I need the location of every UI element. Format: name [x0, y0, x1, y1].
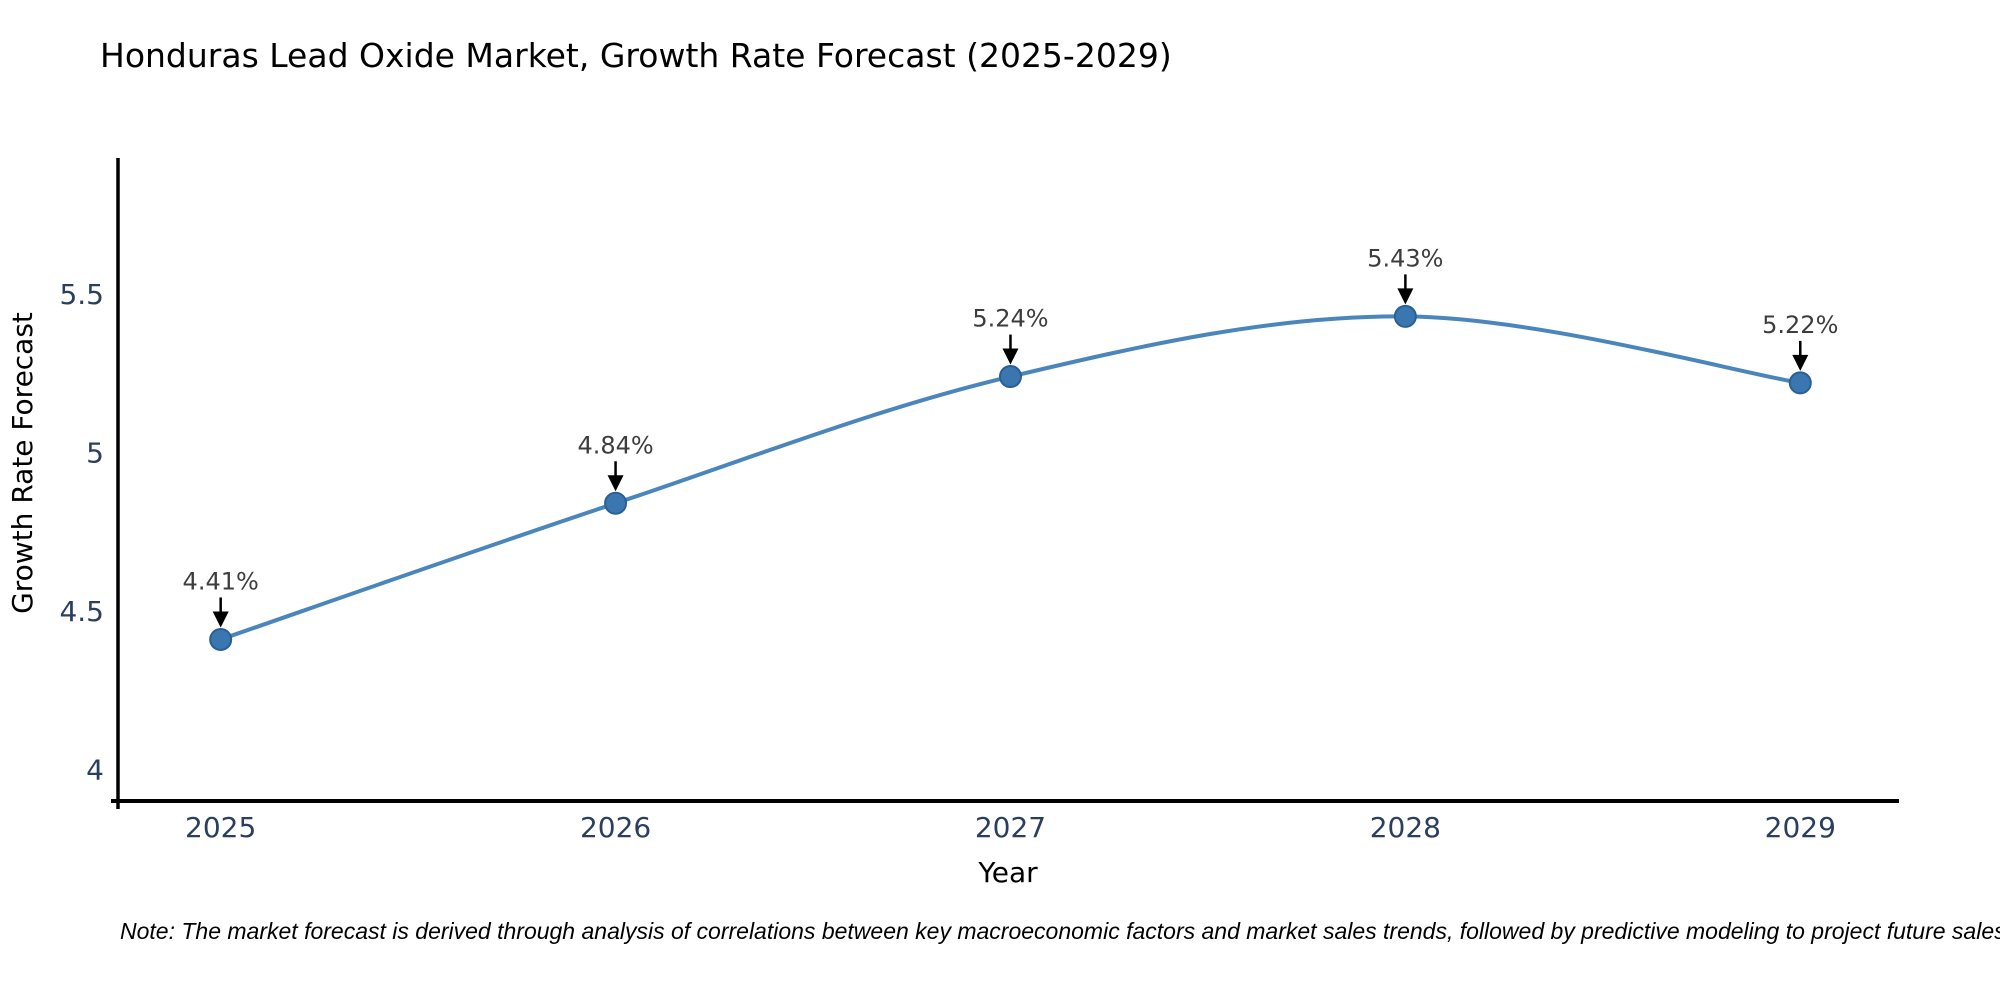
y-tick-label: 5 — [86, 437, 104, 470]
x-tick-label: 2027 — [975, 811, 1046, 844]
y-axis-title: Growth Rate Forecast — [6, 312, 39, 614]
data-point-marker — [209, 627, 233, 651]
data-point-label: 4.41% — [183, 567, 259, 595]
y-tick-label: 4.5 — [59, 595, 104, 628]
data-point-label: 4.84% — [577, 431, 653, 459]
data-point-label: 5.24% — [972, 305, 1048, 333]
annotation-arrow-head — [1792, 354, 1809, 371]
annotation-arrow-head — [1002, 348, 1019, 365]
y-tick-label: 5.5 — [59, 278, 104, 311]
data-point-marker — [998, 365, 1022, 389]
x-axis-title: Year — [977, 856, 1038, 889]
footnote-text: Note: The market forecast is derived thr… — [120, 918, 2000, 944]
x-tick-label: 2028 — [1370, 811, 1441, 844]
x-tick-label: 2029 — [1765, 811, 1836, 844]
x-tick-label: 2025 — [185, 811, 256, 844]
plot-area: 4 4.5 5 5.5 2025 2026 2027 2028 2029 4.41% 4.84% 5.… — [59, 158, 1899, 844]
annotation-arrow-head — [212, 611, 229, 628]
data-point-label: 5.43% — [1367, 244, 1443, 272]
annotation-arrow-head — [1397, 288, 1414, 305]
annotation-arrow-head — [607, 475, 624, 492]
data-point-marker — [1788, 371, 1812, 395]
chart-title: Honduras Lead Oxide Market, Growth Rate … — [100, 36, 1172, 75]
data-point-marker — [604, 491, 628, 515]
y-tick-label: 4 — [86, 753, 104, 786]
x-tick-label: 2026 — [580, 811, 651, 844]
data-point-marker — [1393, 304, 1417, 328]
forecast-line — [218, 314, 1803, 642]
data-point-label: 5.22% — [1762, 311, 1838, 339]
